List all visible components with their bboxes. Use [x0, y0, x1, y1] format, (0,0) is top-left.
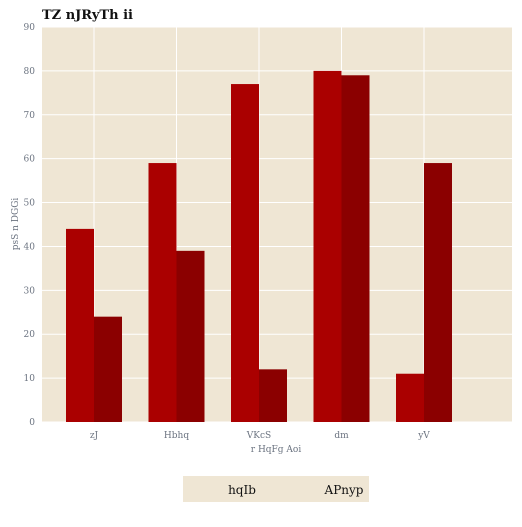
x-tick-labels: zJ Hbhq VKcS dm yV [90, 431, 430, 441]
bar-2-zj [94, 316, 122, 422]
bar-1-hbhq [148, 163, 177, 423]
y-tick-label-7: 70 [24, 111, 36, 121]
y-tick-label-0: 0 [29, 418, 35, 428]
legend-entry-2: APnyp [324, 483, 364, 497]
bar-2-dm [341, 75, 370, 423]
x-tick-label-3: dm [334, 431, 349, 441]
bar-2-vkcs [259, 369, 287, 422]
x-axis-label: r HqFg Aoi [251, 445, 302, 455]
y-tick-label-8: 80 [24, 67, 36, 77]
x-tick-label-0: zJ [90, 431, 99, 441]
bar-2-hbhq [176, 250, 205, 422]
y-tick-label-9: 90 [24, 23, 36, 33]
y-tick-label-2: 20 [24, 330, 36, 340]
x-tick-label-4: yV [417, 431, 430, 441]
bar-2-yv [424, 163, 452, 423]
legend: hqIb APnyp [183, 476, 369, 502]
y-axis-label: psS n DGGi [11, 198, 21, 251]
y-tick-label-5: 50 [24, 199, 36, 209]
bars [66, 70, 452, 423]
y-tick-label-4: 40 [24, 242, 36, 252]
chart-title: TZ nJRyTh ii [42, 8, 133, 23]
bar-1-dm [313, 70, 342, 422]
y-tick-labels: 0 10 20 30 40 50 60 70 80 90 [24, 23, 36, 428]
y-tick-label-1: 10 [24, 374, 36, 384]
y-tick-label-3: 30 [24, 286, 36, 296]
x-tick-label-1: Hbhq [164, 431, 189, 441]
bar-1-zj [66, 228, 94, 422]
legend-entry-1: hqIb [228, 483, 256, 497]
bar-1-vkcs [231, 84, 259, 423]
y-tick-label-6: 60 [24, 155, 36, 165]
x-tick-label-2: VKcS [246, 431, 271, 441]
bar-1-yv [396, 373, 424, 422]
legend-box [183, 476, 369, 502]
